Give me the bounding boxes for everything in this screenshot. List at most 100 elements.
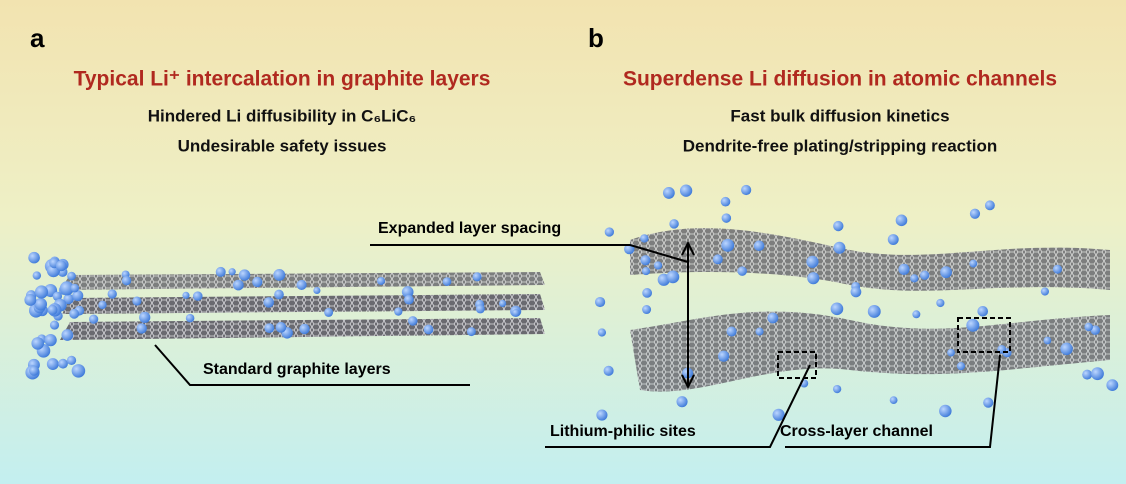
lithium-atom: [1082, 370, 1092, 380]
lithium-atom: [939, 405, 952, 418]
lithium-atom: [756, 328, 764, 336]
lithium-atom: [718, 351, 729, 362]
lithium-atom: [186, 314, 195, 323]
lithium-atom: [229, 268, 236, 275]
lithium-atom: [1041, 287, 1049, 295]
lithium-atom: [898, 264, 909, 275]
lithium-atom: [1060, 343, 1072, 355]
lithium-atom: [642, 267, 650, 275]
lithium-atom: [98, 301, 106, 309]
lithium-atom: [122, 276, 131, 285]
lithium-atom: [1044, 337, 1052, 345]
lithium-atom: [947, 349, 955, 357]
lithium-atom: [276, 322, 287, 333]
lithium-atom: [476, 304, 485, 313]
lithium-atom: [896, 215, 908, 227]
lithium-atom: [132, 297, 141, 306]
lithium-atom: [394, 307, 402, 315]
lithium-atom: [1091, 367, 1104, 380]
lithium-atom: [807, 272, 819, 284]
lithium-atom: [69, 309, 79, 319]
lithium-atom: [67, 356, 76, 365]
lithium-atom: [62, 329, 74, 341]
lithium-atom: [754, 241, 765, 252]
lithium-atom: [89, 315, 98, 324]
lithium-atom: [966, 319, 979, 332]
lithium-atom: [35, 298, 48, 311]
panel-title: Typical Li⁺ intercalation in graphite la…: [74, 68, 491, 91]
lithium-atom: [654, 261, 662, 269]
lithium-atom: [33, 271, 41, 279]
lithium-atom: [44, 334, 56, 346]
lithium-atom: [313, 287, 320, 294]
point: Hindered Li diffusibility in C₆LiC₆: [148, 106, 417, 125]
lithium-atom: [50, 321, 59, 330]
lithium-atom: [977, 306, 988, 317]
lithium-atom: [67, 272, 76, 281]
lithium-atom: [969, 260, 977, 268]
lithium-atom: [663, 187, 675, 199]
lithium-atom: [727, 326, 737, 336]
lithium-atom: [604, 366, 614, 376]
lithium-atom: [851, 287, 862, 298]
lithium-atom: [910, 274, 918, 282]
lithium-atom: [297, 280, 307, 290]
lithium-atom: [56, 260, 67, 271]
annotation: Cross-layer channel: [780, 423, 933, 440]
lithium-atom: [263, 297, 274, 308]
lithium-atom: [324, 308, 333, 317]
lithium-atom: [137, 323, 147, 333]
lithium-atom: [912, 310, 920, 318]
lithium-atom: [983, 398, 993, 408]
lithium-atom: [377, 277, 385, 285]
lithium-atom: [274, 290, 284, 300]
lithium-atom: [193, 291, 203, 301]
lithium-atom: [216, 267, 226, 277]
lithium-atom: [595, 297, 605, 307]
panel-label: b: [588, 23, 604, 53]
lithium-atom: [273, 269, 285, 281]
lithium-atom: [404, 295, 414, 305]
lithium-atom: [71, 284, 80, 293]
lithium-atom: [408, 316, 418, 326]
lithium-atom: [1084, 323, 1092, 331]
lithium-atom: [868, 305, 881, 318]
point: Dendrite-free plating/stripping reaction: [683, 136, 998, 155]
lithium-atom: [936, 299, 944, 307]
lithium-atom: [424, 325, 434, 335]
lithium-atom: [1106, 379, 1118, 391]
lithium-atom: [676, 396, 687, 407]
lithium-atom: [713, 254, 723, 264]
lithium-atom: [28, 252, 40, 264]
figure: a Typical Li⁺ intercalation in graphite …: [0, 0, 1126, 484]
lithium-atom: [970, 209, 980, 219]
annotation: Standard graphite layers: [203, 361, 391, 378]
lithium-atom: [35, 285, 48, 298]
lithium-atom: [833, 242, 845, 254]
lithium-atom: [642, 305, 651, 314]
lithium-atom: [721, 239, 734, 252]
lithium-atom: [985, 200, 995, 210]
point: Fast bulk diffusion kinetics: [730, 106, 949, 125]
lithium-atom: [666, 271, 679, 284]
annotation: Lithium-philic sites: [550, 423, 696, 440]
lithium-atom: [443, 277, 452, 286]
lithium-atom: [831, 303, 844, 316]
lithium-atom: [833, 221, 843, 231]
lithium-atom: [108, 289, 117, 298]
lithium-atom: [920, 271, 929, 280]
lithium-atom: [640, 234, 648, 242]
lithium-atom: [722, 213, 731, 222]
lithium-atom: [512, 309, 520, 317]
lithium-atom: [940, 266, 952, 278]
lithium-atom: [182, 292, 189, 299]
lithium-atom: [58, 359, 68, 369]
lithium-atom: [233, 280, 244, 291]
lithium-atom: [467, 327, 476, 336]
lithium-atom: [264, 323, 274, 333]
lithium-atom: [767, 313, 778, 324]
lithium-atom: [890, 396, 898, 404]
lithium-atom: [72, 364, 86, 378]
lithium-atom: [47, 358, 59, 370]
lithium-atom: [1053, 265, 1062, 274]
